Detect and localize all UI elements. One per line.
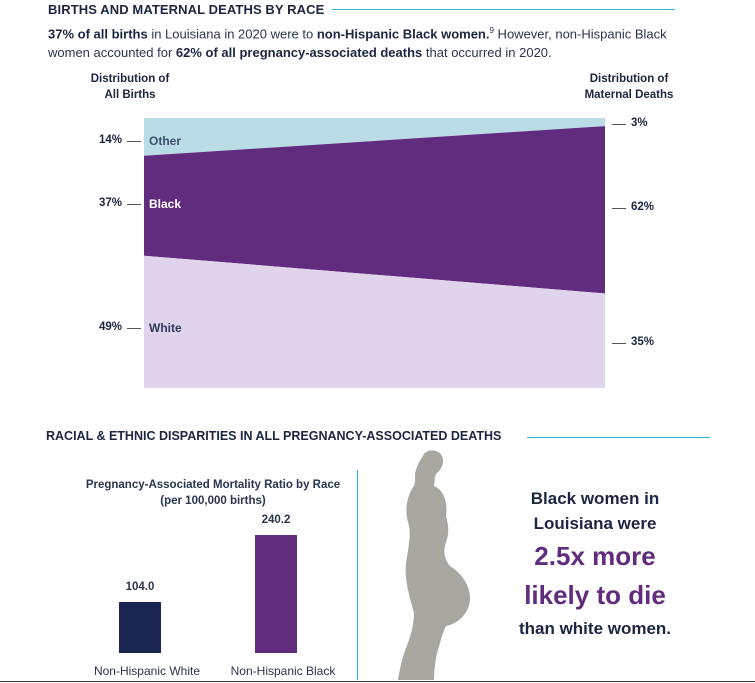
area-black	[144, 126, 605, 294]
footnote-ref: 9	[489, 26, 494, 35]
left-column-header: Distribution of All Births	[78, 71, 182, 103]
right-pct-black: 62%	[631, 200, 655, 213]
right-pct-other: 3%	[631, 117, 648, 129]
area-other	[144, 118, 605, 156]
bar-category-black: Non-Hispanic Black	[230, 664, 336, 678]
intro-bold-2: non-Hispanic Black women.	[316, 26, 490, 42]
bar-value-white: 104.0	[125, 580, 155, 593]
left-tick-black	[127, 203, 141, 205]
left-pct-white: 49%	[98, 320, 122, 333]
bar-category-white: Non-Hispanic White	[93, 664, 201, 678]
bar-value-black: 240.2	[261, 514, 291, 526]
right-pct-white: 35%	[631, 335, 655, 348]
section-heading-births: BIRTHS AND MATERNAL DEATHS BY RACE	[48, 2, 325, 17]
divider-line	[357, 470, 358, 680]
segment-label-other: Other	[149, 133, 182, 148]
right-tick-other	[612, 124, 626, 125]
right-tick-black	[612, 207, 626, 209]
intro-text-1: in Louisiana in 2020 were to	[147, 26, 317, 42]
right-tick-white	[612, 342, 626, 344]
bar-white	[119, 601, 161, 653]
callout-line5: than white women.	[518, 619, 672, 638]
left-header-line2: All Births	[104, 89, 156, 101]
segment-label-black: Black	[149, 196, 182, 211]
heading-rule-2	[527, 437, 710, 438]
intro-bold-3: 62% of all pregnancy-associated deaths	[175, 45, 423, 61]
callout-line4: likely to die	[524, 580, 666, 610]
callout-line3: 2.5x more	[534, 541, 656, 571]
callout-line1: Black women in	[530, 489, 660, 508]
left-header-line1: Distribution of	[90, 73, 170, 85]
bar-chart-title-line1: Pregnancy-Associated Mortality Ratio by …	[85, 479, 341, 491]
intro-paragraph: 37% of all births in Louisiana in 2020 w…	[48, 21, 708, 62]
intro-bold-1: 37% of all births	[48, 26, 148, 42]
bar-chart-title: Pregnancy-Associated Mortality Ratio by …	[68, 477, 358, 509]
heading-rule	[332, 9, 675, 10]
pregnant-woman-silhouette-icon	[398, 450, 470, 680]
bottom-rule	[0, 681, 755, 682]
bar-chart-title-line2: (per 100,000 births)	[160, 495, 266, 507]
right-column-header: Distribution of Maternal Deaths	[574, 71, 684, 103]
area-white	[144, 255, 605, 388]
segment-label-white: White	[149, 320, 182, 335]
left-tick-other	[127, 140, 141, 142]
bar-black	[255, 535, 297, 653]
intro-text-2: However, non-Hispanic Black women accoun…	[48, 26, 667, 61]
section-heading-disparities: RACIAL & ETHNIC DISPARITIES IN ALL PREGN…	[46, 429, 502, 443]
left-pct-black: 37%	[98, 196, 122, 209]
left-pct-other: 14%	[98, 133, 122, 146]
right-header-line1: Distribution of	[589, 73, 669, 85]
right-header-line2: Maternal Deaths	[584, 89, 674, 101]
left-tick-white	[127, 327, 141, 329]
intro-text-3: that occurred in 2020.	[422, 45, 552, 61]
callout-line2: Louisiana were	[533, 514, 657, 533]
